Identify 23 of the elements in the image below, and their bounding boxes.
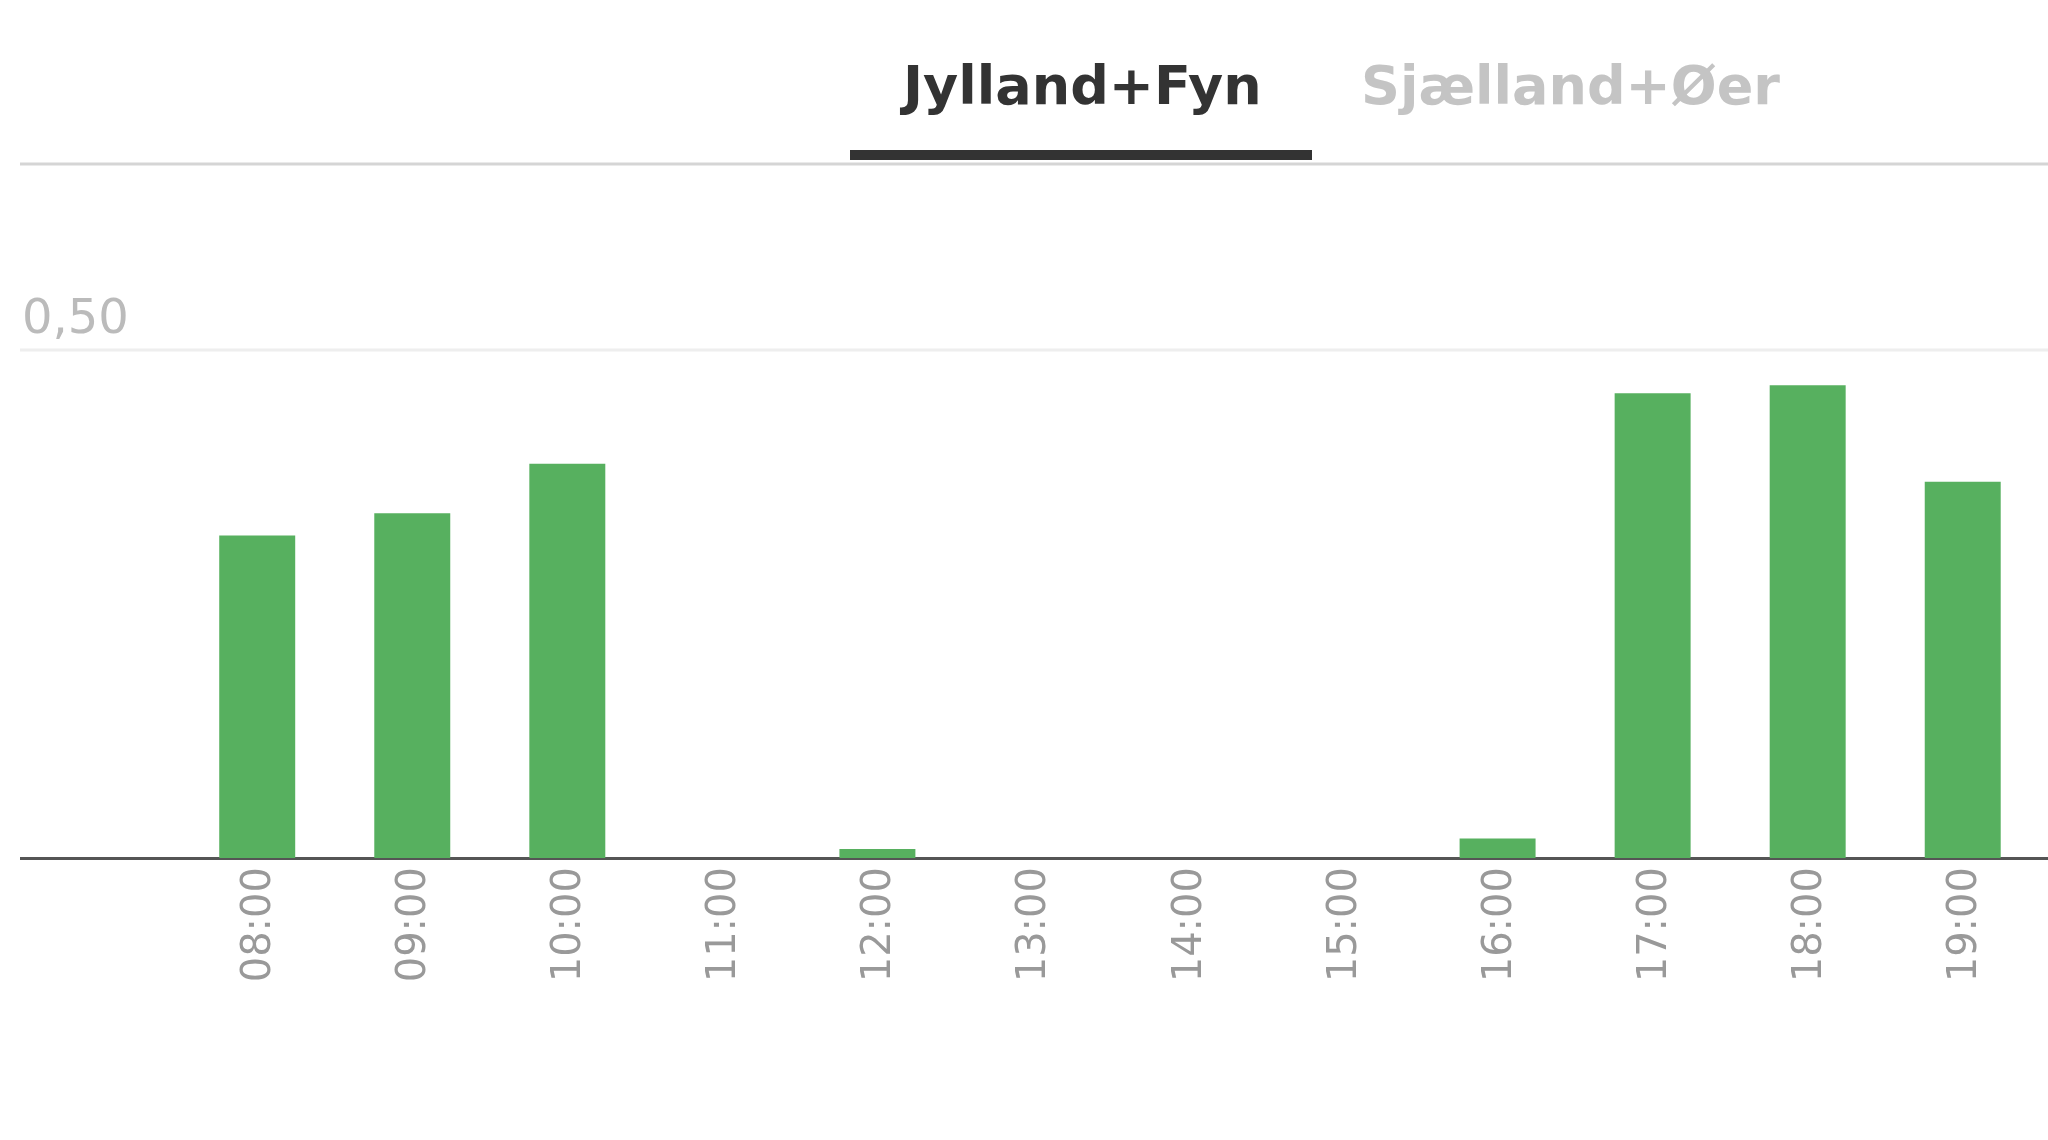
bar	[529, 463, 606, 858]
x-tick-label: 11:00	[698, 867, 745, 983]
x-tick-label: 09:00	[388, 867, 435, 983]
x-tick-label: 17:00	[1628, 867, 1675, 983]
x-tick-label: 16:00	[1473, 867, 1520, 983]
bar	[1924, 481, 2001, 858]
bar	[374, 513, 451, 858]
x-tick-label: 12:00	[853, 867, 900, 983]
x-tick-label: 13:00	[1008, 867, 1055, 983]
x-tick-label: 14:00	[1163, 867, 1210, 983]
x-tick-label: 18:00	[1783, 867, 1830, 983]
bar	[839, 849, 916, 858]
x-tick-label: 10:00	[543, 867, 590, 983]
x-tick-label: 19:00	[1938, 867, 1985, 983]
x-tick-label: 08:00	[233, 867, 280, 983]
chart-subtitle: Sjælland+Øer	[1361, 54, 1781, 117]
bar	[1614, 393, 1691, 858]
bar	[1769, 385, 1846, 858]
x-tick-label: 15:00	[1318, 867, 1365, 983]
text: 0,50	[22, 288, 129, 344]
bar	[1459, 838, 1536, 858]
bar	[219, 535, 296, 858]
chart-title: Jylland+Fyn	[899, 54, 1262, 117]
